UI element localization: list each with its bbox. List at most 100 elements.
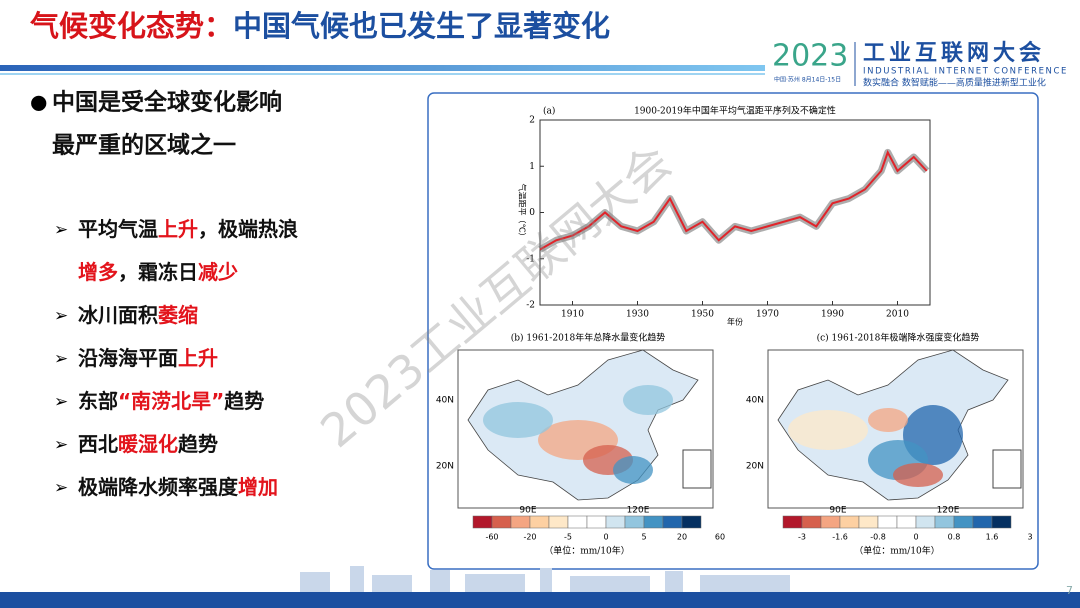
colorbar-label: 60 [715,533,725,542]
colorbar-cell [529,515,550,529]
y-tick-label: 1 [529,162,535,172]
trend-blob [613,456,653,484]
map-frame [457,349,714,509]
trend-blob [893,463,943,487]
bullet-part: 萎缩 [157,303,198,327]
x-tick-label: 1990 [821,310,844,320]
colorbar-cell [491,515,512,529]
header-bar [0,65,765,71]
lat-label: 40N [746,396,764,406]
map-title: (b) 1961-2018年年总降水量变化趋势 [511,332,666,344]
colorbar-cell [915,515,936,529]
slide-title: 气候变化态势：中国气候也已发生了显著变化 [29,9,610,43]
colorbar-cell [548,515,569,529]
bullet-part: 上升 [158,217,198,241]
bullet-part: “南涝北旱” [118,389,224,413]
colorbar-cell [782,515,803,529]
bullet-dot: ● [30,90,47,114]
bullet-part: 减少 [198,260,238,284]
colorbar-cell [643,515,664,529]
colorbar-label: 5 [641,533,646,542]
colorbar-label: -20 [523,533,536,542]
x-tick-label: 2010 [886,310,909,320]
colorbar-cell [662,515,683,529]
colorbar-cell [472,515,493,529]
bullet-part: 趋势 [224,389,264,413]
bullet-part: ，极端热浪 [198,217,298,241]
y-tick-label: 2 [529,116,535,126]
y-tick-label: -1 [526,254,535,264]
colorbar-label: 0.8 [948,533,961,542]
colorbar-cell [567,515,588,529]
bullet-arrow: ➢ [54,435,68,455]
colorbar-label: 3 [1027,533,1032,542]
colorbar-cell [839,515,860,529]
bullet-part: 增多 [78,260,118,284]
colorbar-label: 1.6 [986,533,999,542]
x-tick-label: 1970 [756,310,779,320]
lat-label: 20N [746,462,764,472]
lon-label: 90E [519,506,536,516]
title-part: 气候变化态势： [29,9,233,43]
footer-bar [0,592,1080,608]
map-frame [767,349,1024,509]
x-tick-label: 1950 [691,310,714,320]
bullet-part: 上升 [178,346,218,370]
colorbar-label: -3 [798,533,806,542]
logo-name: 工业互联网大会 [863,40,1045,66]
bullet-part: 西北 [78,432,118,456]
lead-text: 中国是受全球变化影响 [52,89,282,116]
bullet-arrow: ➢ [54,478,68,498]
colorbar-cell [605,515,626,529]
y-tick-label: 0 [529,208,535,218]
colorbar-cell [510,515,531,529]
colorbar-label: 0 [913,533,918,542]
colorbar-cell [953,515,974,529]
bullet-text: 增多，霜冻日减少 [78,260,238,284]
logo-place: 中国·苏州 8月14日-15日 [774,76,841,84]
colorbar-unit: （单位：mm/10年） [854,545,940,557]
colorbar-cell [820,515,841,529]
colorbar-cell [896,515,917,529]
x-tick-label: 1910 [561,310,584,320]
bullet-part: 暖湿化 [118,432,178,456]
colorbar-unit: （单位：mm/10年） [544,545,630,557]
colorbar-label: -5 [564,533,572,542]
colorbar-cell [624,515,645,529]
bullet-arrow: ➢ [54,392,68,412]
bullet-part: 东部 [78,389,118,413]
colorbar-cell [991,515,1012,529]
bullet-part: 极端降水频率强度 [78,475,239,499]
panel-title: 1900-2019年中国年平均气温距平序列及不确定性 [634,105,836,117]
bullet-text: 西北暖湿化趋势 [78,432,218,456]
colorbar-cell [681,515,702,529]
lon-label: 90E [829,506,846,516]
logo-year: 2023 [772,39,848,74]
bullet-part: 增加 [238,475,278,499]
bullet-text: 沿海海平面上升 [78,346,218,370]
bullet-part: 冰川面积 [78,303,158,327]
inset-map [682,449,712,489]
x-axis-label: 年份 [727,317,743,327]
bullet-part: 趋势 [178,432,218,456]
y-axis-label: 气温距平（℃） [518,184,528,241]
bullet-arrow: ➢ [54,306,68,326]
trend-blob [868,408,908,432]
panel-label: (a) [543,106,555,117]
map-title: (c) 1961-2018年极端降水强度变化趋势 [817,332,980,344]
bullet-text: 东部“南涝北旱”趋势 [78,389,264,413]
colorbar-cell [877,515,898,529]
colorbar-cell [801,515,822,529]
bullet-part: 平均气温 [78,217,158,241]
lat-label: 40N [436,396,454,406]
colorbar-label: 20 [677,533,687,542]
lon-label: 120E [937,506,960,516]
bullet-text: 平均气温上升，极端热浪 [78,217,298,241]
colorbar-cell [972,515,993,529]
page-number: 7 [1066,584,1073,597]
colorbar-label: 0 [603,533,608,542]
trend-blob [788,410,868,450]
trend-blob [483,402,553,438]
